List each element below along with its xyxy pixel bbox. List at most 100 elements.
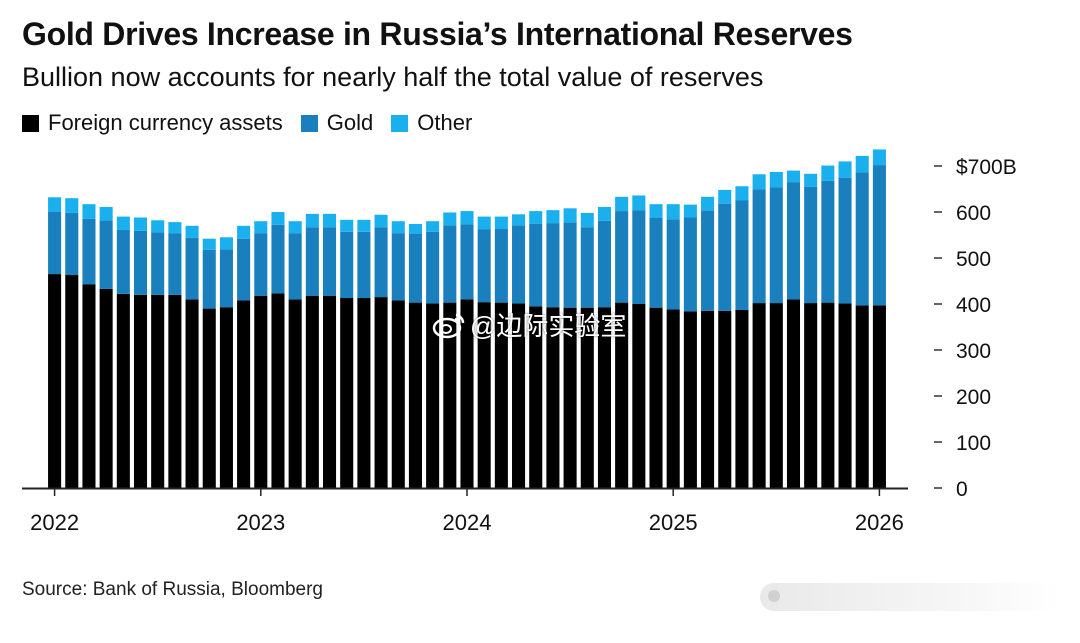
bar-segment-other: [701, 196, 715, 211]
bar-segment-other: [357, 219, 371, 232]
bar-segment-other: [649, 204, 663, 218]
bar-segment-other: [391, 221, 405, 234]
bar-segment-fx: [374, 297, 388, 488]
bar-segment-gold: [580, 227, 594, 308]
bar-segment-gold: [391, 233, 405, 301]
bar-segment-gold: [632, 210, 646, 304]
bar-segment-gold: [769, 187, 783, 304]
bar-segment-gold: [752, 189, 766, 304]
bar-segment-gold: [48, 212, 62, 275]
bar-segment-other: [116, 216, 130, 230]
x-tick-label: 2025: [649, 510, 698, 535]
bar-segment-gold: [735, 200, 749, 310]
bar-segment-other: [477, 216, 491, 230]
y-tick-label: 400: [956, 294, 991, 317]
bar-segment-gold: [615, 211, 629, 303]
bar-segment-gold: [408, 233, 422, 303]
bar-segment-other: [168, 222, 182, 234]
legend-item-gold: Gold: [300, 110, 374, 136]
bar-segment-gold: [288, 233, 302, 300]
x-tick-label: 2026: [855, 510, 904, 535]
bar-segment-fx: [408, 302, 422, 488]
bar-segment-other: [752, 174, 766, 190]
y-tick-label: 600: [956, 202, 991, 225]
bar-segment-other: [546, 210, 560, 224]
bar-segment-other: [374, 214, 388, 228]
bar-segment-other: [65, 198, 79, 213]
bar-segment-gold: [529, 223, 543, 307]
bar-segment-fx: [219, 307, 233, 488]
bar-segment-gold: [512, 225, 526, 304]
bar-segment-gold: [597, 220, 611, 308]
bar-segment-gold: [65, 212, 79, 276]
bar-segment-other: [219, 237, 233, 250]
bar-segment-fx: [786, 299, 801, 488]
bar-segment-fx: [391, 300, 405, 488]
bar-segment-fx: [804, 303, 818, 488]
bar-segment-other: [529, 211, 543, 224]
bar-segment-other: [786, 170, 801, 183]
bar-segment-other: [580, 212, 594, 228]
legend-swatch-gold: [300, 114, 318, 132]
legend-item-fx: Foreign currency assets: [22, 110, 283, 136]
bar-segment-gold: [202, 249, 216, 309]
bar-segment-gold: [718, 203, 732, 311]
bar-segment-gold: [340, 231, 354, 299]
bar-segment-fx: [323, 295, 337, 488]
bar-segment-fx: [769, 303, 783, 488]
legend-swatch-fx: [22, 114, 39, 132]
bar-segment-gold: [168, 233, 182, 295]
bar-segment-fx: [82, 284, 96, 488]
y-tick-label: 500: [956, 248, 991, 271]
bar-segment-fx: [649, 307, 663, 488]
bar-segment-gold: [254, 233, 268, 296]
legend-item-other: Other: [391, 110, 472, 136]
bar-segment-other: [323, 213, 337, 228]
bar-segment-gold: [701, 210, 715, 311]
bar-segment-fx: [512, 303, 526, 488]
chart-subtitle: Bullion now accounts for nearly half the…: [22, 62, 764, 92]
bar-segment-fx: [666, 309, 680, 488]
bar-segment-gold: [563, 222, 577, 308]
bar-segment-other: [99, 206, 113, 221]
bar-segment-other: [615, 196, 629, 212]
bar-segment-fx: [185, 299, 199, 488]
bar-segment-gold: [151, 232, 165, 295]
weibo-logo-icon: [432, 313, 465, 338]
bar-segment-fx: [65, 275, 79, 488]
bar-segment-other: [821, 165, 835, 181]
bar-segment-gold: [494, 229, 508, 303]
watermark: @边际实验室: [432, 306, 626, 343]
bar-segment-fx: [254, 295, 268, 488]
bar-segment-other: [855, 155, 869, 173]
bar-segment-other: [254, 221, 268, 234]
legend-label-fx: Foreign currency assets: [48, 110, 283, 135]
legend-label-gold: Gold: [326, 110, 374, 135]
bar-segment-other: [426, 221, 440, 232]
bar-segment-gold: [219, 249, 233, 308]
bar-segment-fx: [271, 293, 285, 488]
bar-segment-fx: [615, 302, 629, 488]
bar-segment-other: [151, 220, 165, 233]
bar-segment-other: [666, 204, 680, 220]
chart-title: Gold Drives Increase in Russia’s Interna…: [22, 16, 853, 52]
bar-segment-gold: [374, 227, 388, 298]
bar-segment-gold: [305, 227, 319, 296]
bar-segment-fx: [597, 307, 611, 488]
bar-segment-gold: [649, 217, 663, 308]
bar-segment-gold: [460, 224, 474, 300]
bar-segment-fx: [237, 300, 251, 488]
bar-segment-fx: [443, 302, 457, 488]
bar-segment-other: [133, 217, 148, 231]
legend: Foreign currency assets Gold Other: [22, 110, 490, 136]
bar-segment-other: [512, 214, 526, 226]
bar-segment-fx: [99, 288, 113, 488]
bar-segment-other: [460, 211, 474, 225]
bar-segment-gold: [804, 186, 818, 304]
x-tick-label: 2023: [236, 510, 285, 535]
bar-segment-other: [202, 238, 216, 250]
badge-dot-icon: [768, 590, 780, 602]
bar-segment-fx: [838, 303, 852, 488]
bar-segment-other: [563, 208, 577, 223]
y-tick-label: 300: [956, 340, 991, 363]
